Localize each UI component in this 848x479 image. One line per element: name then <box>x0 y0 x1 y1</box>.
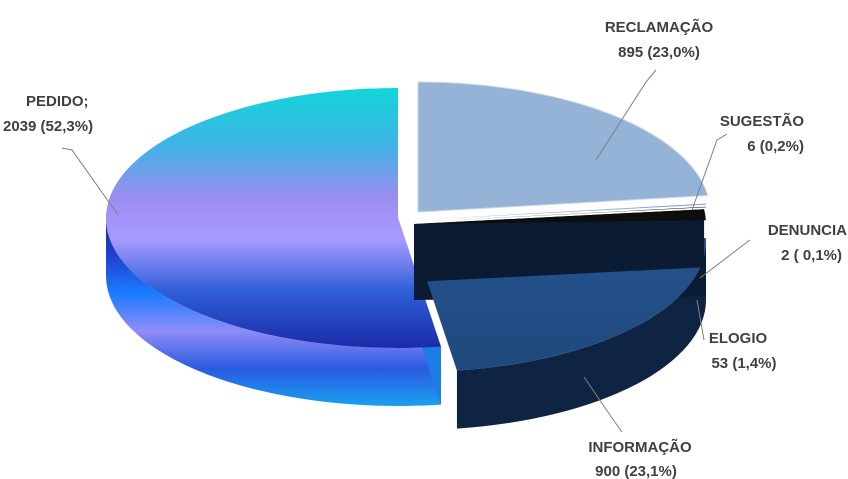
slice-elogio <box>414 209 706 282</box>
data-label-pedido-value: 2039 (52,3%) <box>3 118 93 135</box>
slice-top <box>416 206 707 222</box>
leader-line-sugestao <box>691 133 728 211</box>
slice-denuncia <box>416 206 707 222</box>
data-label-informacao-name: INFORMAÇÃO <box>588 438 692 456</box>
slice-top <box>414 209 706 224</box>
slice-top <box>417 81 709 213</box>
slice-wall <box>414 209 705 282</box>
data-label-pedido-name: PEDIDO; <box>26 93 89 110</box>
slice-sugestao <box>416 203 706 220</box>
data-label-sugestao-value: 6 (0,2%) <box>747 138 804 155</box>
slice-top <box>106 87 441 348</box>
data-label-sugestao-name: SUGESTÃO <box>720 112 805 130</box>
data-label-informacao-value: 900 (23,1%) <box>595 463 677 479</box>
leader-line-denuncia <box>699 239 751 279</box>
data-label-denuncia-name: DENUNCIA <box>768 222 847 239</box>
data-label-denuncia-value: 2 ( 0,1%) <box>781 247 842 264</box>
slice-side <box>105 218 441 406</box>
leader-line-elogio <box>696 299 705 341</box>
data-label-elogio-name: ELOGIO <box>709 330 768 347</box>
slice-side <box>456 242 706 429</box>
leader-line-informacao <box>583 376 623 433</box>
slice-reclamacao <box>417 81 709 213</box>
leader-line-pedido <box>61 147 119 216</box>
slice-top <box>416 203 706 220</box>
data-label-reclamacao-value: 895 (23,0%) <box>618 44 700 61</box>
data-label-reclamacao-name: RECLAMAÇÃO <box>605 18 714 36</box>
leader-line-reclamacao <box>595 69 657 161</box>
data-label-elogio-value: 53 (1,4%) <box>711 355 776 372</box>
slice-pedido <box>105 87 441 406</box>
